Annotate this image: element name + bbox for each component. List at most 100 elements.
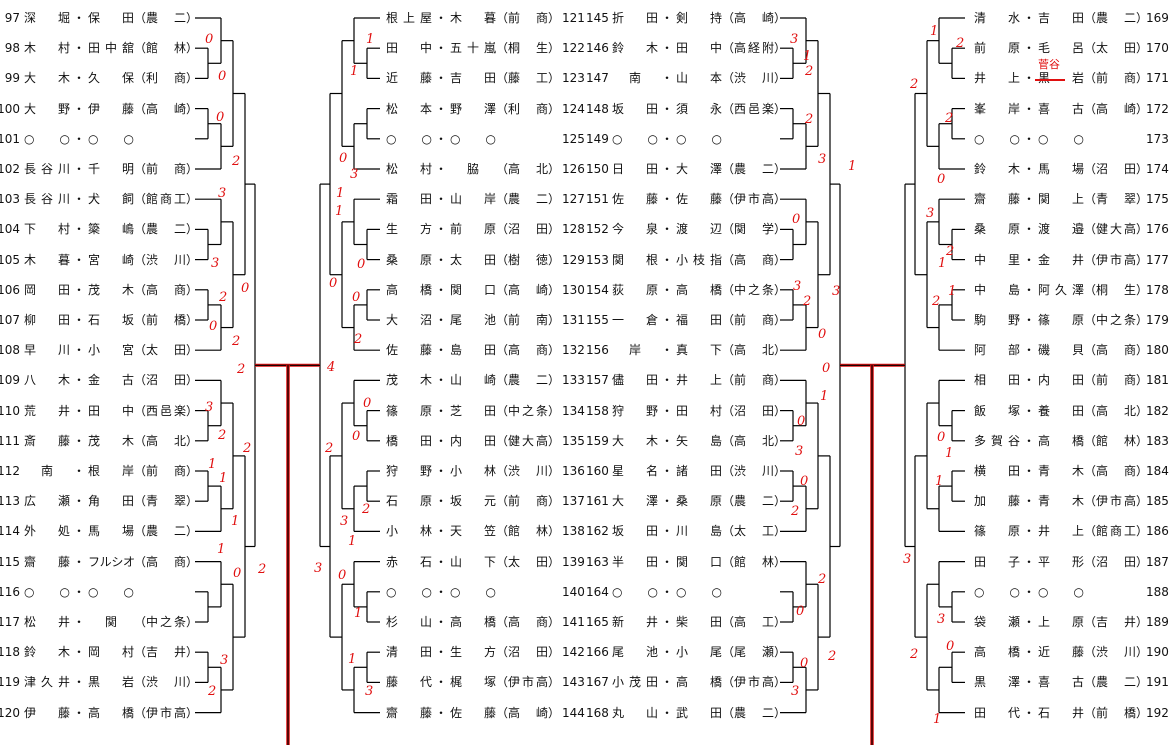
school-name: 伊市高 [734,192,774,207]
paren-open: （ [1084,41,1097,56]
paren-open: （ [1084,222,1097,237]
entry-number: 111 [0,433,20,448]
paren-close: ） [1136,101,1149,116]
paren-open: （ [722,252,735,267]
name-separator: ・ [1022,645,1035,660]
player-1-name: 岸 [628,343,641,358]
paren-close: ） [186,282,199,297]
handwritten-score: 0 [946,639,954,654]
entry-row: 長谷川・千明（前商） [24,160,198,178]
player-1-name: 清水 [974,11,1020,25]
player-2-name: 喜古 [1038,101,1084,116]
handwritten-score: 3 [903,552,911,567]
paren-close: ） [186,615,199,629]
player-2-name: 小枝指 [676,252,722,267]
player-1-name: 桑原 [974,222,1020,237]
player-2-name: 桑原 [676,494,722,509]
name-separator: ・ [72,313,85,327]
paren-close: ） [548,313,561,327]
handwritten-score: 0 [338,568,346,583]
school-name: 前南 [508,313,548,327]
player-1-name: 折田 [612,11,658,25]
player-1-name: 荻原 [612,282,658,297]
player-2-name: ○○ [1038,131,1084,146]
entry-number: 101 [0,131,20,146]
entry-number: 175 [1146,192,1169,207]
name-separator: ・ [660,343,673,358]
paren-close: ） [186,11,199,25]
paren-open: （ [134,71,147,86]
player-2-name: 久保 [88,71,134,86]
entry-number: 138 [562,524,585,539]
handwritten-score: 0 [241,281,249,296]
handwritten-score: 3 [818,152,826,167]
name-separator: ・ [72,252,85,267]
paren-open: （ [134,705,147,720]
player-2-name: 高橋 [1038,433,1084,448]
name-separator: ・ [72,343,85,358]
name-separator: ・ [434,11,447,25]
player-2-name: 五十嵐 [450,41,496,56]
paren-open: （ [134,645,147,660]
paren-close: ） [1136,615,1149,629]
player-1-name: 一倉 [612,313,658,327]
player-2-name: 高橋 [88,705,134,720]
player-2-name: 関上 [1038,192,1084,207]
name-separator: ・ [72,675,85,690]
name-separator: ・ [660,675,673,690]
player-1-name: 中里 [974,252,1020,267]
name-separator: ・ [660,192,673,207]
entry-number: 127 [562,192,585,207]
handwritten-score: 0 [205,32,213,47]
handwritten-correction: 菅谷 [1038,58,1060,71]
entry-row: 大野・伊藤（高崎） [24,100,198,118]
player-1-name: 広瀬 [24,494,70,509]
entry-row: 狩野・田村（沼田） [612,402,786,420]
school-name: 高商 [1096,464,1136,478]
school-name: 中之条 [1096,313,1136,327]
player-1-name: 前原 [974,41,1020,56]
entry-number: 98 [4,41,20,56]
entry-number: 149 [586,131,609,146]
school-name: 西邑楽 [146,403,186,418]
entry-row: ○○ ・ ○○ [974,130,1084,148]
paren-close: ） [1136,222,1149,237]
school-name: 沼田 [1096,162,1136,176]
player-2-name: 小林 [450,464,496,478]
paren-open: （ [722,192,735,207]
handwritten-score: 0 [352,429,360,444]
entry-row: 袋瀬・上原（吉井） [974,613,1148,631]
player-2-name: 内田 [450,433,496,448]
player-2-name: 簗嶋 [88,222,134,237]
paren-close: ） [186,41,199,56]
handwritten-score: 2 [231,334,240,349]
paren-close: ） [186,162,199,176]
handwritten-score: 2 [790,504,799,519]
entry-number: 142 [562,645,585,660]
player-2-name: 前原 [450,222,496,237]
handwritten-score: 1 [217,542,225,557]
player-1-name: 坂田 [612,524,658,539]
name-separator: ・ [434,162,447,176]
handwritten-score: 0 [937,430,945,445]
entry-row: 岸 ・真下（高北） [612,341,786,359]
name-separator: ・ [1022,252,1035,267]
paren-open: （ [1084,615,1097,629]
name-separator: ・ [1022,71,1035,86]
paren-close: ） [774,554,787,569]
name-separator: ・ [72,282,85,297]
entry-row: 前原・毛呂（太田） [974,39,1148,57]
player-1-name: 小林 [386,524,432,539]
school-name: 渋川 [146,252,186,267]
player-1-name: 生方 [386,222,432,237]
school-name: 中之条 [734,282,774,297]
entry-row: 相田・内田（前商） [974,371,1148,389]
player-1-name: 松本 [386,101,432,116]
entry-row: ○○ ・ ○○ [612,583,722,601]
player-1-name: 斎藤 [24,433,70,448]
name-separator: ・ [660,705,673,720]
paren-close: ） [548,71,561,86]
paren-open: （ [496,11,509,25]
player-1-name: 鈴木 [974,162,1020,176]
entry-row: 松村・ 脇 （高北） [386,160,560,178]
